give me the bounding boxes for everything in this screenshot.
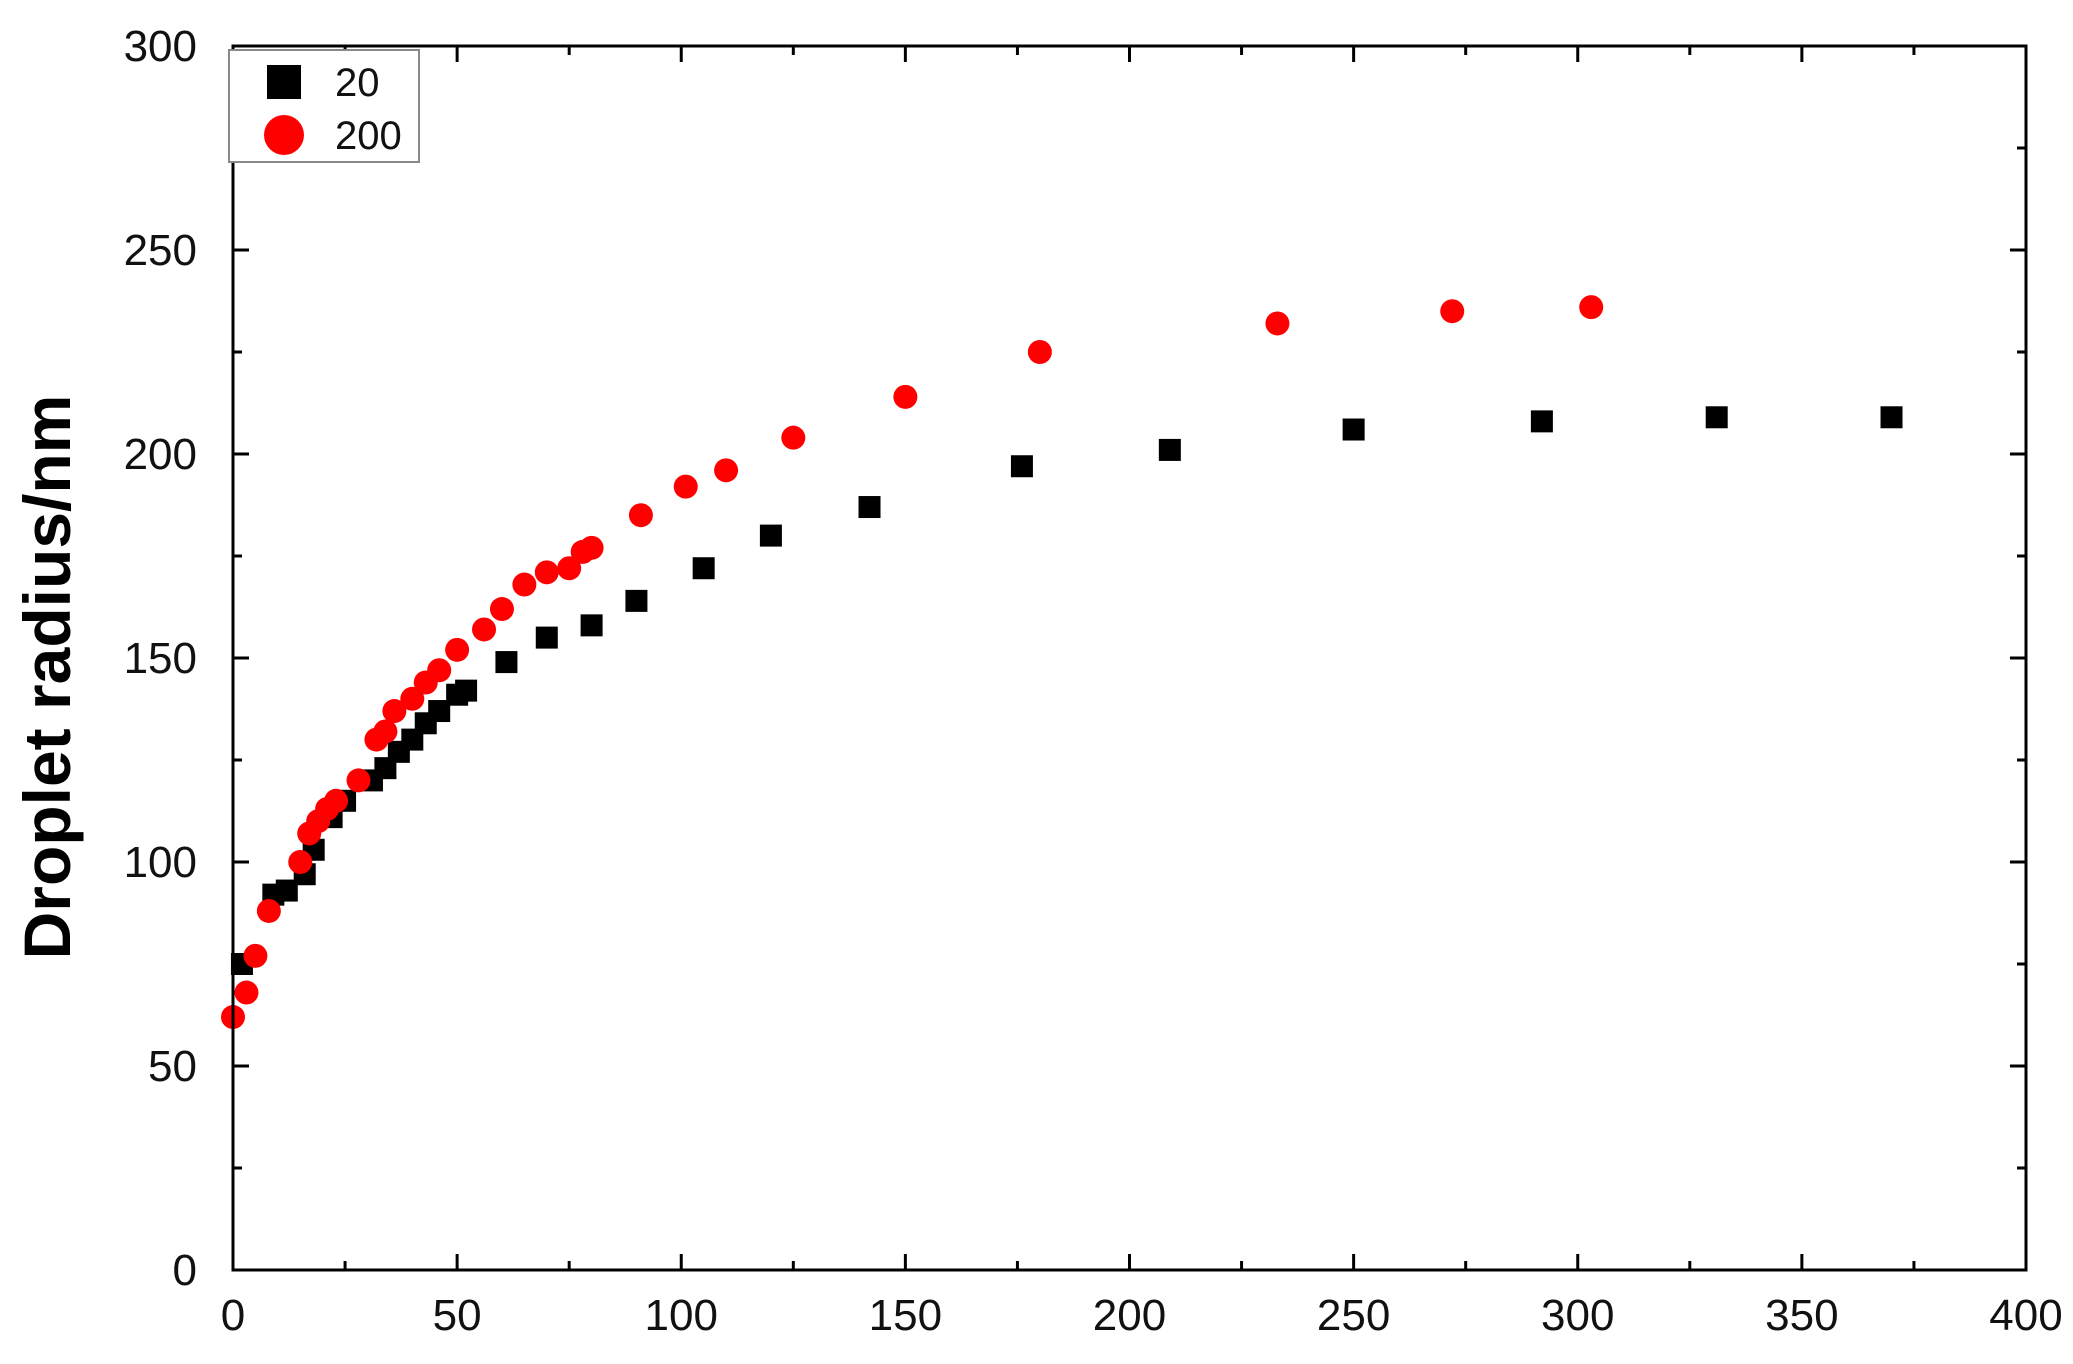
square-point	[1342, 418, 1365, 441]
y-tick-label: 0	[173, 1246, 197, 1295]
circle-point	[256, 898, 281, 923]
circle-point	[673, 474, 698, 499]
y-axis-title: Droplet radius/nm	[10, 395, 84, 960]
circle-point	[534, 560, 559, 585]
circle-point	[346, 768, 371, 793]
circle-point	[893, 384, 918, 409]
circle-point	[445, 637, 470, 662]
square-point	[1530, 410, 1553, 433]
y-axis-title-group: Droplet radius/nm	[10, 395, 84, 960]
plot-frame	[231, 44, 2028, 1272]
square-point	[692, 557, 715, 580]
legend-circle-icon	[264, 115, 304, 155]
square-point	[275, 879, 298, 902]
circle-point	[472, 617, 497, 642]
x-tick-label: 200	[1093, 1291, 1166, 1340]
circle-point	[288, 850, 313, 874]
tick-labels-layer: 0 50 100 150 200 250 300 350 400 0 50 100 150 200 250 3…	[124, 22, 2063, 1340]
square-point	[580, 614, 603, 637]
square-point	[858, 496, 881, 519]
circle-point	[427, 658, 452, 683]
square-point	[1158, 438, 1181, 461]
y-tick-label: 200	[124, 430, 197, 479]
square-point	[1705, 406, 1728, 429]
square-point	[1010, 455, 1033, 478]
circle-point	[579, 535, 604, 560]
y-tick-label: 100	[124, 838, 197, 887]
y-tick-label: 50	[148, 1042, 197, 1091]
legend-square-icon	[267, 65, 301, 99]
circle-point	[234, 980, 259, 1005]
x-tick-label: 50	[433, 1291, 482, 1340]
x-tick-label: 0	[221, 1291, 245, 1340]
legend-box	[228, 49, 420, 163]
circle-point	[781, 425, 806, 450]
x-tick-label: 100	[645, 1291, 718, 1340]
x-tick-label: 400	[1989, 1291, 2062, 1340]
circle-point	[373, 719, 398, 744]
x-tick-label: 150	[869, 1291, 942, 1340]
square-point	[759, 524, 782, 547]
circle-point	[628, 503, 653, 528]
circle-point	[324, 788, 349, 813]
square-point	[428, 700, 451, 723]
circle-point	[400, 686, 425, 711]
circle-point	[714, 458, 739, 483]
circle-point	[489, 597, 514, 622]
square-point	[535, 626, 558, 649]
circle-point	[1027, 340, 1052, 364]
data-points-layer	[221, 295, 1903, 1030]
legend-label: 200	[335, 114, 402, 158]
y-tick-label: 300	[124, 22, 197, 71]
square-point	[1880, 406, 1903, 429]
square-point	[495, 651, 518, 674]
circle-point	[1265, 311, 1290, 336]
square-point	[625, 589, 648, 612]
circle-point	[1579, 295, 1604, 320]
circle-point	[512, 572, 537, 597]
circle-point	[1440, 299, 1465, 324]
y-tick-label: 250	[124, 226, 197, 275]
circle-point	[243, 943, 268, 968]
circle-point	[557, 556, 582, 581]
x-tick-label: 250	[1317, 1291, 1390, 1340]
x-tick-label: 350	[1765, 1291, 1838, 1340]
circle-point	[382, 699, 407, 724]
series-1	[221, 295, 1604, 1030]
x-tick-label: 300	[1541, 1291, 1614, 1340]
square-point	[455, 679, 478, 702]
y-tick-label: 150	[124, 634, 197, 683]
legend-label: 20	[335, 61, 380, 105]
